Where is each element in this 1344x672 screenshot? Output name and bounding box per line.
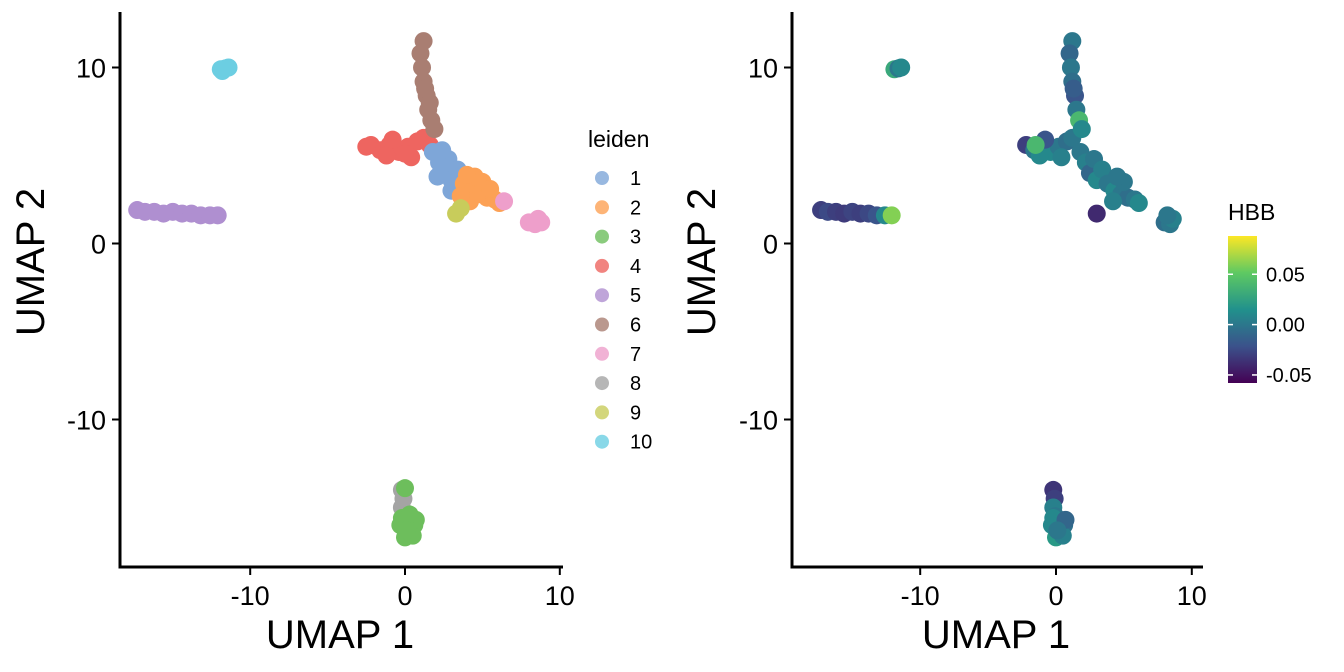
data-point xyxy=(1026,135,1045,154)
data-point-cluster-6 xyxy=(420,93,439,112)
colorbar-tick-label: 0.05 xyxy=(1266,264,1305,286)
legend-key-8 xyxy=(595,376,609,391)
y-tick-label: -10 xyxy=(739,406,778,436)
legend-label: 1 xyxy=(630,168,641,190)
data-point-cluster-6 xyxy=(425,120,444,139)
plot-area-leiden xyxy=(128,32,551,547)
data-point-cluster-7 xyxy=(532,213,551,232)
legend-label: 4 xyxy=(630,256,641,278)
data-point-cluster-4 xyxy=(396,144,414,163)
data-point xyxy=(1064,79,1083,98)
y-tick-label: 10 xyxy=(76,54,106,84)
data-point-cluster-4 xyxy=(383,130,402,149)
legend-leiden: leiden 1 2 3 4 5 6 7 8 9 10 xyxy=(588,126,652,454)
legend-label: 5 xyxy=(630,285,641,307)
colorbar-title: HBB xyxy=(1228,199,1275,225)
y-tick-label: -10 xyxy=(67,406,106,436)
legend-label: 6 xyxy=(630,315,641,337)
legend-key-5 xyxy=(595,288,609,303)
data-point-cluster-6 xyxy=(416,79,435,98)
data-point-cluster-5 xyxy=(208,206,227,225)
x-tick-label: 10 xyxy=(1177,581,1207,611)
data-point xyxy=(1087,204,1106,223)
legend-key-1 xyxy=(595,171,609,185)
axis-ticks: -10 0 10 -10 0 10 xyxy=(739,54,1207,612)
x-tick-label: 0 xyxy=(397,581,412,611)
x-axis-title: UMAP 1 xyxy=(922,613,1070,657)
data-point xyxy=(1129,194,1148,213)
legend-label: 3 xyxy=(630,227,641,249)
legend-label: 10 xyxy=(630,432,652,454)
data-point xyxy=(1072,120,1091,139)
y-tick-label: 0 xyxy=(91,230,106,260)
data-point-cluster-9 xyxy=(451,199,470,218)
data-point-cluster-1 xyxy=(428,167,447,186)
data-point xyxy=(1061,58,1080,77)
legend-key-6 xyxy=(595,317,609,332)
legend-key-7 xyxy=(595,346,609,361)
legend-key-4 xyxy=(595,258,609,273)
colorbar-hbb: HBB -0.05 0.00 0.05 xyxy=(1228,199,1312,387)
legend-key-3 xyxy=(595,229,609,244)
legend-key-9 xyxy=(595,405,609,420)
legend-title: leiden xyxy=(588,126,649,152)
x-tick-label: -10 xyxy=(231,581,270,611)
data-point xyxy=(1158,206,1177,225)
panel-hbb: -10 0 10 -10 0 10 UMAP 1 UMAP 2 HBB -0.05 0.00… xyxy=(680,12,1312,657)
legend-key-2 xyxy=(595,200,609,215)
data-point xyxy=(1104,192,1123,211)
data-point xyxy=(1060,44,1079,63)
data-point-cluster-6 xyxy=(413,58,432,77)
data-point-cluster-1 xyxy=(433,141,452,160)
data-point-cluster-6 xyxy=(411,44,430,63)
data-point-cluster-4 xyxy=(377,146,396,165)
data-point xyxy=(1093,160,1112,179)
data-point-cluster-2 xyxy=(457,165,476,184)
data-point xyxy=(1108,167,1127,186)
y-tick-label: 0 xyxy=(763,230,778,260)
data-point-cluster-3 xyxy=(400,505,419,524)
legend-label: 2 xyxy=(630,197,641,219)
data-point-cluster-2 xyxy=(451,186,470,205)
data-point-cluster-7 xyxy=(495,192,514,211)
legend-label: 8 xyxy=(630,373,641,395)
data-point-cluster-10 xyxy=(213,62,232,81)
y-axis-title: UMAP 2 xyxy=(9,188,53,336)
x-tick-label: 0 xyxy=(1048,581,1063,611)
legend-key-10 xyxy=(595,434,609,449)
panel-leiden: -10 0 10 -10 0 10 UMAP 1 UMAP 2 leiden 1 2 3 4 5 6… xyxy=(9,12,652,657)
colorbar-tick-label: 0.00 xyxy=(1266,315,1305,337)
data-point xyxy=(1052,148,1071,167)
data-point-cluster-3 xyxy=(396,479,414,498)
x-tick-label: 10 xyxy=(545,581,575,611)
data-point-cluster-4 xyxy=(357,137,376,156)
data-point xyxy=(1048,521,1067,540)
data-point xyxy=(892,58,911,77)
colorbar-gradient xyxy=(1228,236,1257,383)
colorbar-tick-label: -0.05 xyxy=(1266,365,1312,387)
y-axis-title: UMAP 2 xyxy=(680,188,724,336)
plot-area-hbb xyxy=(812,32,1182,547)
x-tick-label: -10 xyxy=(901,581,940,611)
legend-label: 9 xyxy=(630,402,641,424)
legend-label: 7 xyxy=(630,344,641,366)
data-point-cluster-3 xyxy=(397,521,416,540)
data-point xyxy=(882,206,901,225)
data-point-cluster-2 xyxy=(481,179,500,198)
x-axis-title: UMAP 1 xyxy=(266,613,414,657)
axis-ticks: -10 0 10 -10 0 10 xyxy=(67,54,575,612)
y-tick-label: 10 xyxy=(748,54,778,84)
